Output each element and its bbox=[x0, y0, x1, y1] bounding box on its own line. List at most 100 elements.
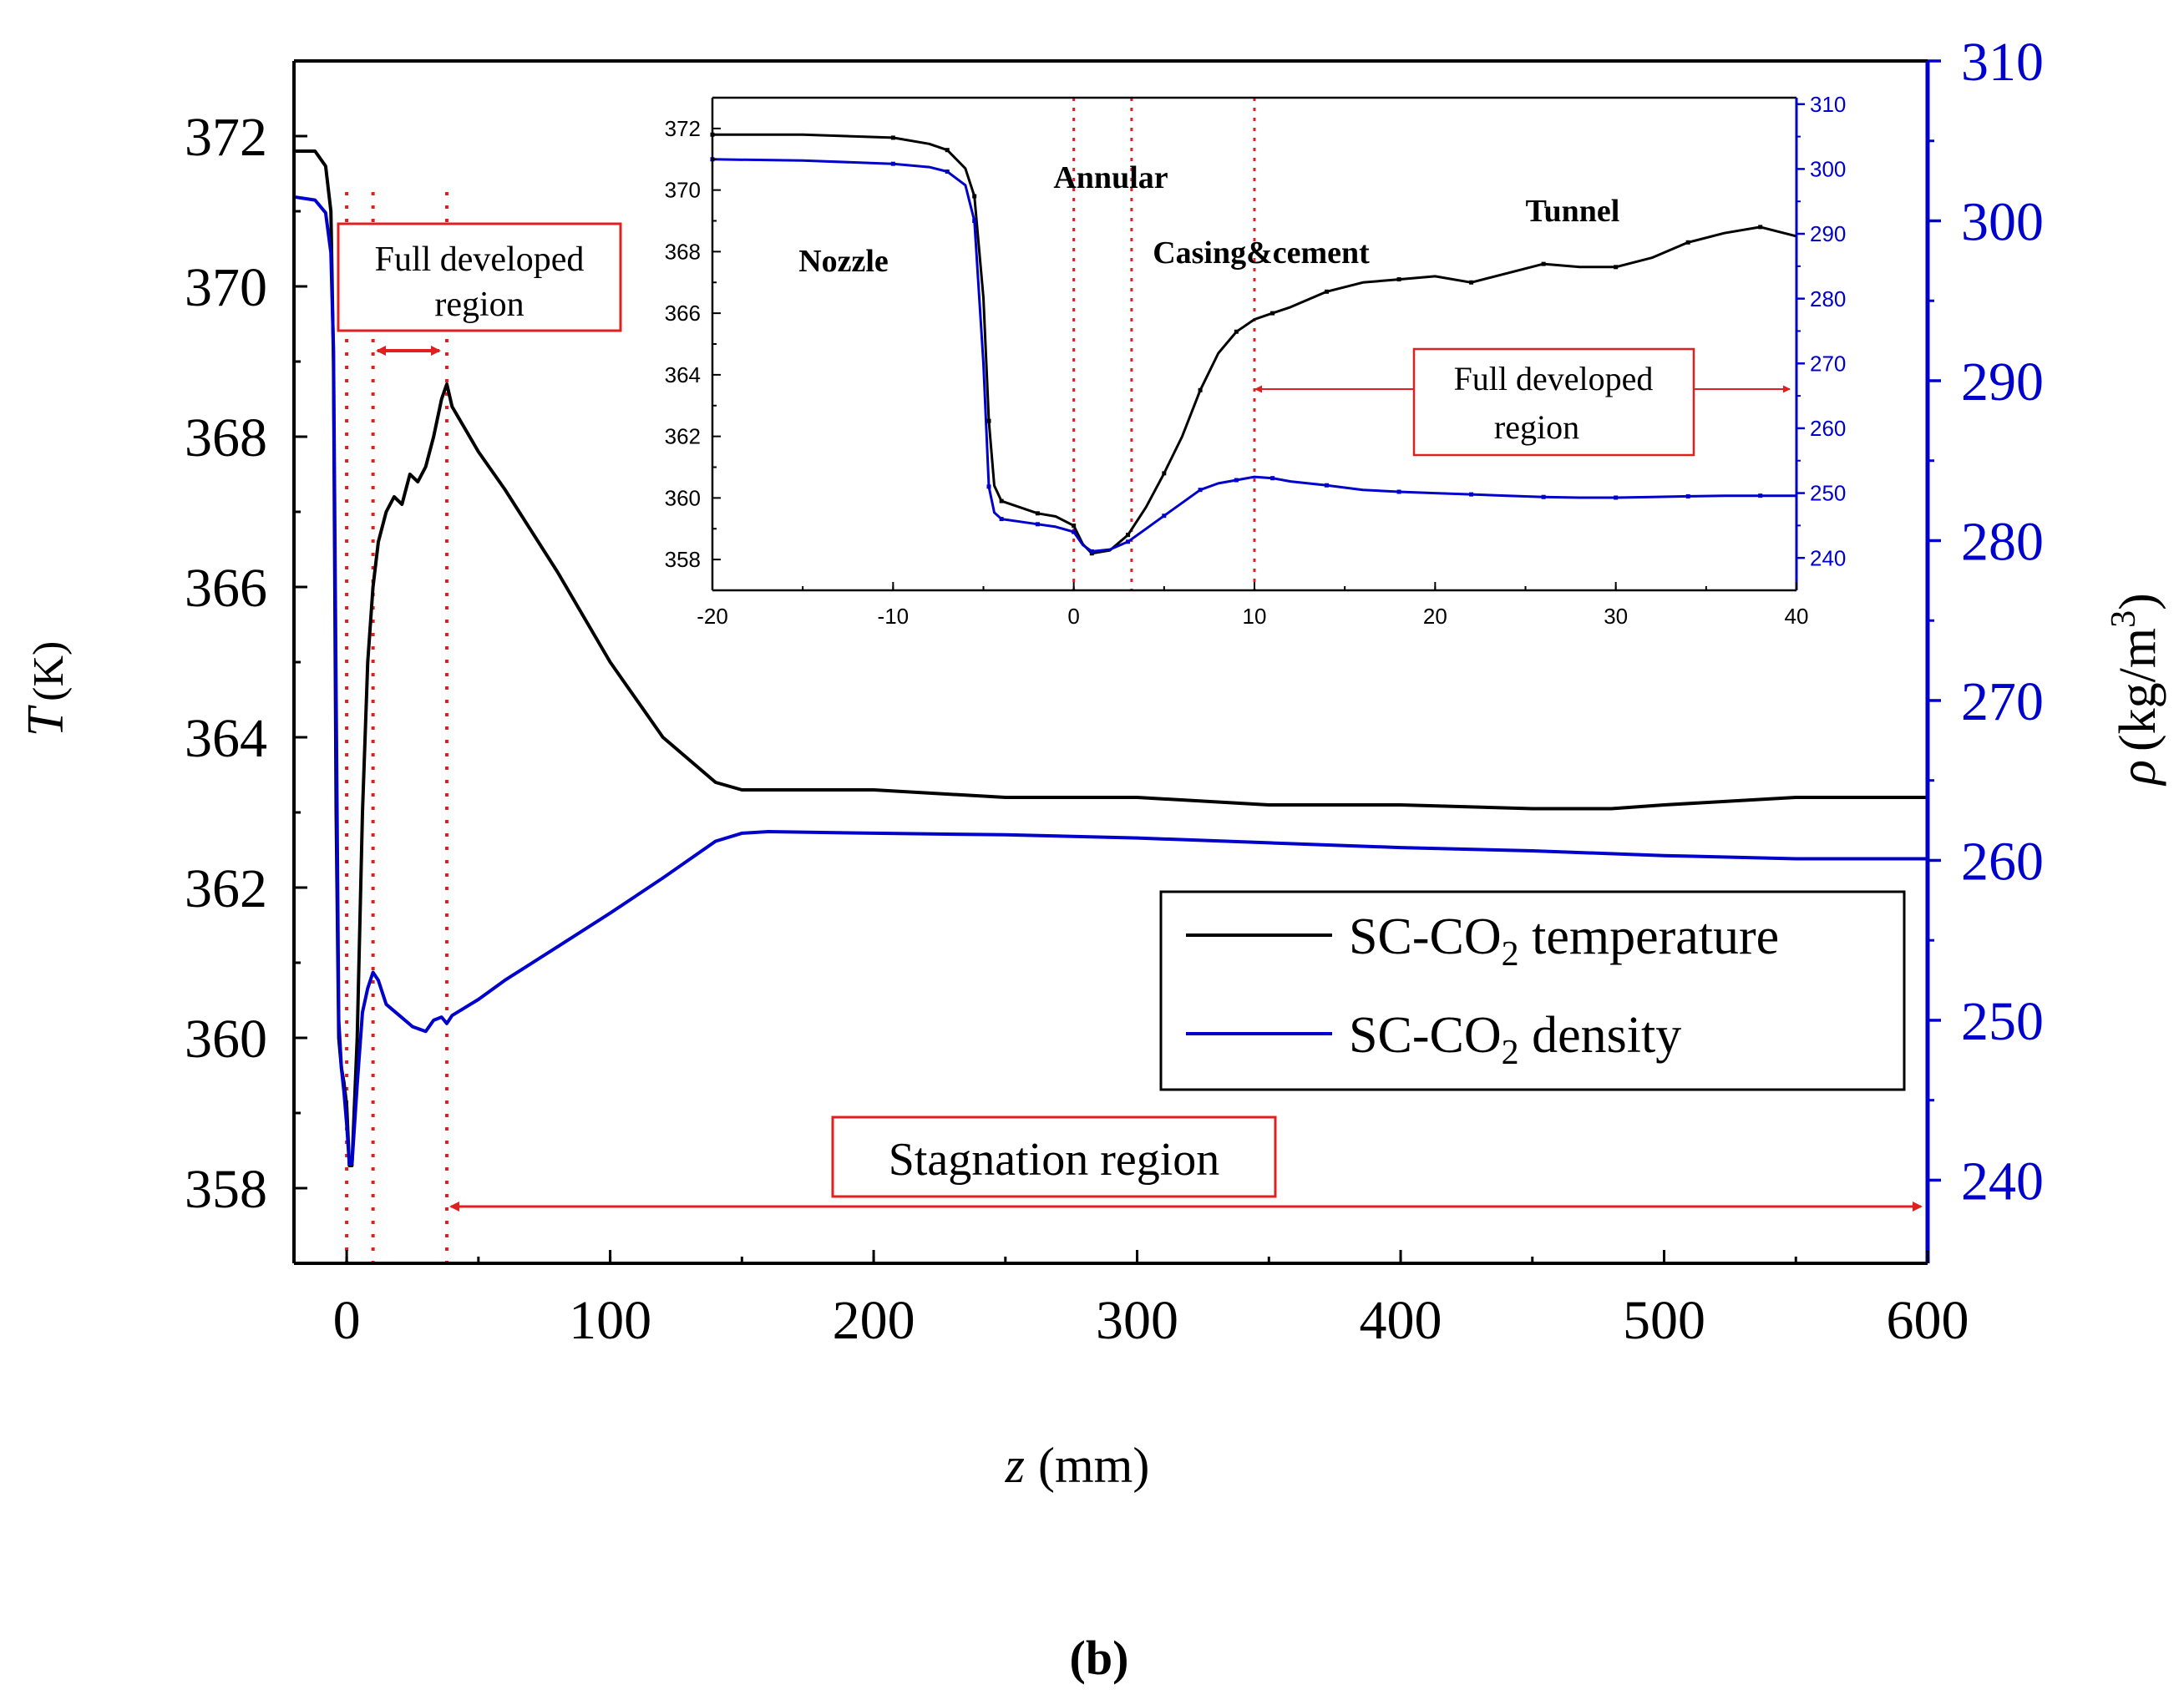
y-axis-right-unit-close: ) bbox=[2110, 593, 2166, 610]
inset-y-left-tick-label: 364 bbox=[665, 362, 701, 387]
inset-y-ticks-right: 240 250 260 270 280 290 300 310 bbox=[1796, 92, 1846, 570]
inset-series-marker bbox=[1541, 261, 1546, 266]
inset-y-right-tick-label: 270 bbox=[1810, 351, 1846, 376]
inset-x-tick-label: -20 bbox=[697, 604, 728, 629]
inset-series-marker bbox=[1396, 489, 1401, 494]
inset-series-marker bbox=[1325, 289, 1330, 294]
inset-y-left-tick-label: 372 bbox=[665, 116, 701, 141]
inset-x-tick-label: 10 bbox=[1243, 604, 1267, 629]
inset-y-left-tick-label: 360 bbox=[665, 485, 701, 510]
inset-series-marker bbox=[1072, 524, 1077, 529]
inset-full-developed-label-line2: region bbox=[1494, 408, 1579, 446]
inset-background bbox=[712, 98, 1796, 590]
stagnation-label: Stagnation region bbox=[889, 1134, 1220, 1186]
main-y-left-tick-label: 364 bbox=[185, 708, 267, 769]
inset-series-marker bbox=[1198, 387, 1203, 392]
inset-series-marker bbox=[1035, 522, 1040, 527]
inset-series-marker bbox=[1234, 478, 1239, 483]
legend: SC-CO2 temperature SC-CO2 density bbox=[1159, 890, 1906, 1091]
inset-series-marker bbox=[945, 169, 950, 174]
inset-x-tick-label: 0 bbox=[1067, 604, 1079, 629]
inset-series-marker bbox=[1685, 240, 1690, 245]
inset-label-tunnel: Tunnel bbox=[1526, 194, 1620, 229]
inset-y-right-tick-label: 300 bbox=[1810, 156, 1846, 181]
main-full-developed-box bbox=[337, 222, 622, 332]
inset-series-marker bbox=[1614, 495, 1619, 500]
inset-series-marker bbox=[999, 498, 1004, 503]
inset-series-marker bbox=[890, 135, 895, 140]
inset-series-marker bbox=[1469, 280, 1474, 285]
inset-full-developed-label-line1: Full developed bbox=[1454, 360, 1654, 397]
inset-series-marker bbox=[1270, 476, 1275, 481]
y-axis-left-unit: (K) bbox=[25, 641, 73, 701]
inset-y-left-tick-label: 368 bbox=[665, 239, 701, 264]
legend-label-temperature: SC-CO2 temperature bbox=[1349, 908, 1779, 974]
inset-y-left-tick-label: 366 bbox=[665, 301, 701, 326]
main-y-right-tick-label: 310 bbox=[1961, 32, 2044, 93]
inset-label-nozzle: Nozzle bbox=[798, 244, 889, 279]
main-x-tick-label: 400 bbox=[1360, 1290, 1442, 1351]
main-y-right-tick-label: 300 bbox=[1961, 192, 2044, 253]
main-y-ticks-right: 240 250 260 270 280 290 300 310 bbox=[1928, 32, 2044, 1212]
main-y-left-tick-label: 358 bbox=[185, 1159, 267, 1220]
inset-y-left-tick-label: 358 bbox=[665, 547, 701, 572]
inset-series-marker bbox=[1396, 277, 1401, 282]
main-x-tick-label: 300 bbox=[1096, 1290, 1178, 1351]
y-axis-right-unit-sup: 3 bbox=[2105, 610, 2143, 628]
main-y-right-tick-label: 270 bbox=[1961, 671, 2044, 732]
main-y-left-tick-label: 360 bbox=[185, 1009, 267, 1070]
inset-series-marker bbox=[999, 517, 1004, 522]
main-y-right-tick-label: 240 bbox=[1961, 1151, 2044, 1212]
main-y-left-tick-label: 366 bbox=[185, 558, 267, 619]
inset-series-marker bbox=[1325, 483, 1330, 488]
inset-y-right-tick-label: 280 bbox=[1810, 286, 1846, 311]
inset-y-right-tick-label: 260 bbox=[1810, 416, 1846, 441]
main-y-left-tick-label: 368 bbox=[185, 407, 267, 468]
legend-box bbox=[1159, 890, 1906, 1091]
inset-series-marker bbox=[1162, 471, 1167, 476]
inset-y-right-tick-label: 310 bbox=[1810, 92, 1846, 117]
inset-series-marker bbox=[986, 484, 991, 489]
inset-series-marker bbox=[1685, 493, 1690, 498]
main-y-right-tick-label: 250 bbox=[1961, 991, 2044, 1052]
inset-x-tick-label: 30 bbox=[1604, 604, 1628, 629]
inset-plot: -20 -10 0 10 20 30 40 358 360 362 364 366 368 370 372… bbox=[665, 92, 1847, 629]
x-axis-label: z (mm) bbox=[1005, 1438, 1150, 1493]
inset-label-casing: Casing&cement bbox=[1153, 235, 1370, 271]
stagnation-box bbox=[831, 1116, 1277, 1198]
inset-region-dividers bbox=[1072, 98, 1256, 590]
main-y-left-tick-label: 362 bbox=[185, 858, 267, 919]
inset-series-marker bbox=[972, 194, 977, 199]
y-axis-left-label: T(K) bbox=[18, 641, 74, 737]
main-full-developed-label-line2: region bbox=[434, 286, 524, 324]
inset-series-marker bbox=[1162, 514, 1167, 519]
inset-series-marker bbox=[1035, 511, 1040, 516]
main-series-density-line bbox=[293, 195, 1928, 1166]
inset-series-marker bbox=[1469, 492, 1474, 497]
inset-series-group bbox=[710, 132, 1797, 556]
inset-series-marker bbox=[1126, 533, 1131, 538]
inset-y-left-tick-label: 370 bbox=[665, 178, 701, 203]
y-axis-right-label: ρ (kg/m3) bbox=[2105, 593, 2166, 787]
inset-y-ticks-left: 358 360 362 364 366 368 370 372 bbox=[665, 97, 721, 572]
y-axis-right-symbol: ρ bbox=[2110, 760, 2166, 787]
inset-series-marker bbox=[1758, 493, 1763, 498]
main-y-left-tick-label: 372 bbox=[185, 107, 267, 168]
inset-series-density-line bbox=[712, 158, 1796, 553]
inset-series-marker bbox=[1541, 494, 1546, 499]
inset-x-tick-label: 20 bbox=[1423, 604, 1447, 629]
inset-y-right-tick-label: 250 bbox=[1810, 481, 1846, 506]
inset-full-developed-box bbox=[1412, 347, 1695, 457]
inset-series-marker bbox=[945, 148, 950, 153]
main-y-ticks-left: 358 360 362 364 366 368 370 372 bbox=[185, 59, 307, 1220]
inset-series-marker bbox=[1614, 265, 1619, 270]
main-y-right-tick-label: 290 bbox=[1961, 352, 2044, 412]
main-x-tick-label: 600 bbox=[1887, 1290, 1969, 1351]
inset-y-left-tick-label: 362 bbox=[665, 424, 701, 449]
main-x-tick-label: 100 bbox=[569, 1290, 651, 1351]
inset-series-marker bbox=[1089, 549, 1094, 554]
inset-series-marker bbox=[1270, 311, 1275, 316]
inset-series-marker bbox=[1198, 488, 1203, 493]
inset-x-tick-label: 40 bbox=[1785, 604, 1809, 629]
